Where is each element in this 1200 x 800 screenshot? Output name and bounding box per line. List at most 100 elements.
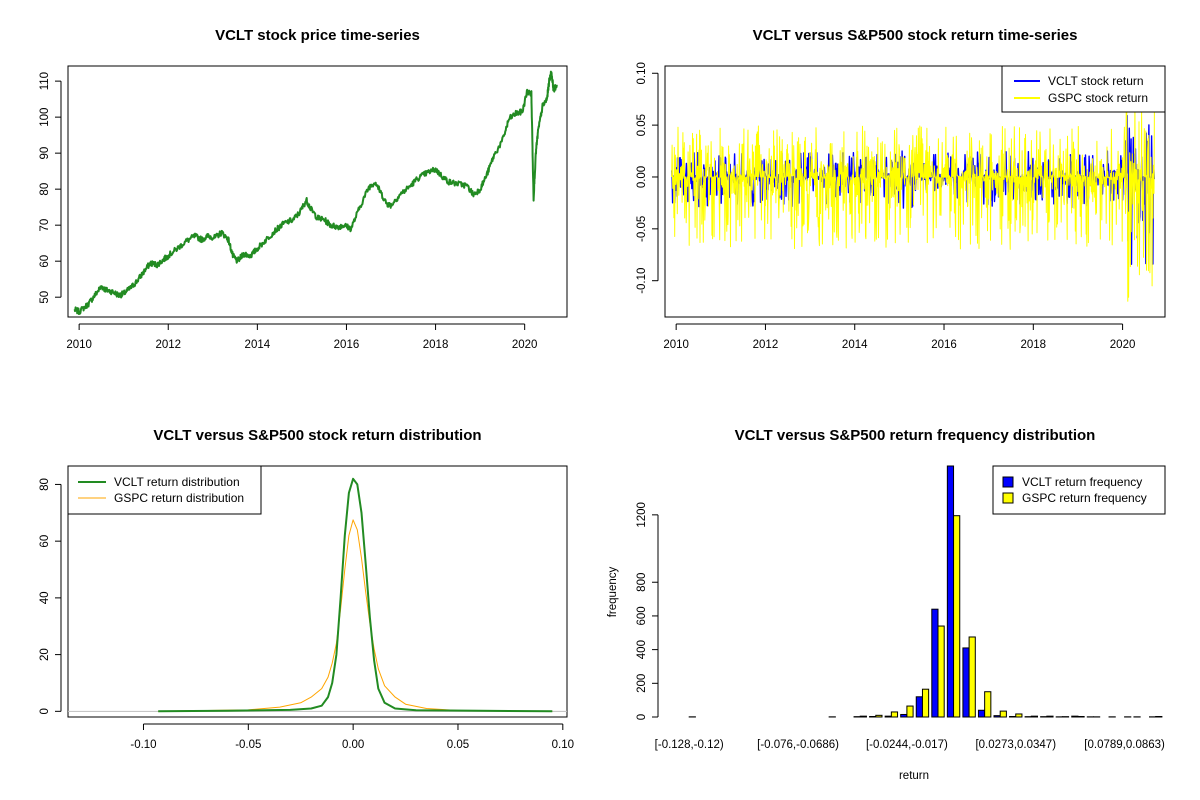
chart-title: VCLT versus S&P500 return frequency dist… — [735, 427, 1096, 444]
legend-box — [992, 465, 1166, 515]
legend-box — [1001, 65, 1166, 113]
gspc-freq-bar — [875, 714, 883, 718]
return-frequency-panel: VCLT versus S&P500 return frequency dist… — [607, 427, 1166, 782]
y-axis-label: frequency — [607, 567, 619, 618]
y-tick-label: 80 — [39, 183, 51, 196]
vclt-freq-bar — [993, 715, 1001, 718]
legend-label: VCLT return distribution — [114, 475, 240, 489]
y-tick-label: 0.05 — [636, 114, 648, 136]
y-tick-label: 60 — [39, 535, 51, 548]
legend: VCLT return distribution GSPC return dist… — [67, 465, 262, 515]
y-tick-label: 40 — [39, 591, 51, 604]
x-tick-label: 2010 — [663, 339, 689, 351]
x-tick-label: 0.10 — [552, 739, 574, 751]
x-tick-label: 2010 — [66, 339, 92, 351]
vclt-freq-bar — [900, 713, 908, 718]
y-tick-label: -0.10 — [636, 268, 648, 294]
x-tick-label: [-0.128,-0.12) — [655, 739, 724, 751]
chart-title: VCLT versus S&P500 stock return time-ser… — [753, 27, 1078, 44]
gspc-freq-bar — [1155, 715, 1163, 718]
y-tick-label: 0.00 — [636, 166, 648, 188]
gspc-freq-bar — [1046, 715, 1054, 718]
x-tick-label: 2014 — [842, 339, 868, 351]
y-tick-label: 60 — [39, 255, 51, 268]
x-tick-label: 2016 — [931, 339, 957, 351]
vclt-freq-bar — [884, 715, 892, 718]
gspc-freq-bar — [984, 691, 992, 718]
gspc-freq-bar — [1030, 715, 1039, 718]
x-tick-label: 2020 — [1110, 339, 1136, 351]
y-tick-label: 100 — [39, 108, 51, 127]
x-tick-label: 0.05 — [447, 739, 469, 751]
x-tick-label: 2020 — [512, 339, 538, 351]
gspc-freq-bar — [921, 688, 930, 718]
gspc-freq-bar — [937, 625, 945, 718]
x-tick-label: 2014 — [245, 339, 271, 351]
vclt-freq-bar — [1009, 715, 1017, 718]
gspc-density-line — [158, 519, 553, 712]
gspc-freq-bar — [859, 715, 867, 718]
x-tick-label: 0.00 — [342, 739, 364, 751]
legend-label: GSPC return frequency — [1022, 491, 1147, 505]
x-tick-label: [-0.076,-0.0686) — [757, 739, 839, 751]
legend-label: GSPC stock return — [1048, 91, 1148, 105]
y-tick-label: 800 — [636, 573, 648, 592]
y-tick-label: 0 — [39, 708, 51, 714]
price-series-line — [73, 70, 558, 315]
vclt-freq-bar — [869, 715, 877, 718]
gspc-freq-bar — [1015, 713, 1023, 718]
y-tick-label: 20 — [39, 648, 51, 661]
legend-label: VCLT stock return — [1048, 74, 1144, 88]
plot-frame — [67, 465, 568, 718]
y-tick-label: 0.10 — [636, 62, 648, 84]
gspc-freq-bar — [968, 636, 976, 718]
y-tick-label: 0 — [636, 714, 648, 720]
y-tick-label: 600 — [636, 606, 648, 625]
vclt-freq-bar — [931, 608, 939, 718]
x-tick-label: [0.0273,0.0347) — [975, 739, 1056, 751]
y-tick-label: 200 — [636, 674, 648, 693]
legend: VCLT return frequency GSPC return frequen… — [992, 465, 1166, 515]
return-distribution-panel: VCLT versus S&P500 stock return distribu… — [39, 427, 574, 751]
y-tick-label: 90 — [39, 147, 51, 160]
gspc-freq-bar — [953, 515, 961, 718]
x-axis-label: return — [899, 770, 929, 782]
legend-swatch — [1002, 476, 1014, 488]
legend: VCLT stock return GSPC stock return — [1001, 65, 1166, 113]
x-tick-label: 2012 — [155, 339, 181, 351]
plot-frame — [664, 65, 1166, 318]
gspc-freq-bar — [890, 711, 899, 718]
vclt-freq-bar — [977, 709, 986, 718]
vclt-freq-bar — [915, 696, 923, 718]
x-tick-label: -0.10 — [130, 739, 156, 751]
x-tick-label: -0.05 — [235, 739, 261, 751]
vclt-freq-bar — [962, 647, 970, 718]
gspc-freq-bar — [1077, 715, 1085, 718]
y-tick-label: 110 — [39, 72, 51, 90]
legend-swatch — [1002, 492, 1014, 504]
x-tick-label: [-0.0244,-0.017) — [866, 739, 948, 751]
x-tick-label: 2012 — [753, 339, 779, 351]
vclt-freq-bar — [946, 465, 955, 718]
y-tick-label: 400 — [636, 640, 648, 659]
y-tick-label: 80 — [39, 478, 51, 491]
x-tick-label: 2018 — [1021, 339, 1047, 351]
y-tick-label: 50 — [39, 291, 51, 304]
gspc-freq-bar — [999, 710, 1007, 718]
x-tick-label: [0.0789,0.0863) — [1084, 739, 1165, 751]
price-chart-panel: VCLT stock price time-series 2010 2012 2014… — [39, 27, 568, 351]
return-timeseries-panel: VCLT versus S&P500 stock return time-ser… — [636, 27, 1166, 351]
y-tick-label: -0.05 — [636, 216, 648, 242]
legend-label: GSPC return distribution — [114, 491, 244, 505]
x-tick-label: 2018 — [423, 339, 449, 351]
chart-title: VCLT versus S&P500 stock return distribu… — [153, 427, 481, 444]
vclt-freq-bar — [1071, 715, 1079, 718]
gspc-freq-bar — [906, 705, 914, 718]
legend-label: VCLT return frequency — [1022, 475, 1142, 489]
x-tick-label: 2016 — [334, 339, 360, 351]
chart-title: VCLT stock price time-series — [215, 27, 420, 44]
y-tick-label: 70 — [39, 219, 51, 232]
gspc-return-line — [671, 83, 1155, 302]
legend-box — [67, 465, 262, 515]
